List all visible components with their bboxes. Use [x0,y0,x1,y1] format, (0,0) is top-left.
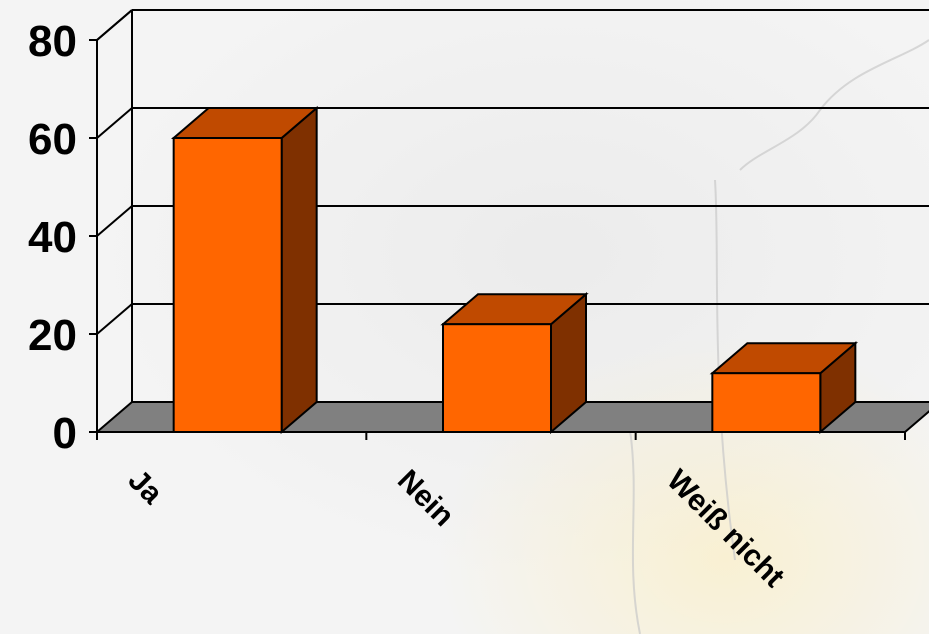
gridline-diagonal [96,107,133,139]
bar [170,105,320,435]
y-tick-label: 20 [28,311,77,360]
gridline-diagonal [96,205,133,237]
x-category-label: Ja [122,464,169,511]
y-tick-label: 0 [53,409,77,458]
bar-side [280,105,318,435]
x-tick-labels: Ja Nein Weiß nicht [122,464,791,594]
bar-front [711,372,822,434]
gridline-diagonal [96,9,133,41]
bar-front [172,137,283,433]
bar [709,341,859,435]
gridline-diagonal [96,303,133,335]
y-tick-labels: 0 20 40 60 80 [28,17,77,458]
y-tick-label: 40 [28,213,77,262]
chart-walls [96,9,133,402]
bar [440,292,589,435]
background-decoration [629,39,929,634]
bar-front [442,323,552,434]
bars [170,105,859,435]
x-category-label: Nein [391,464,460,533]
y-tick-label: 60 [28,115,77,164]
y-tick-label: 80 [28,17,77,66]
